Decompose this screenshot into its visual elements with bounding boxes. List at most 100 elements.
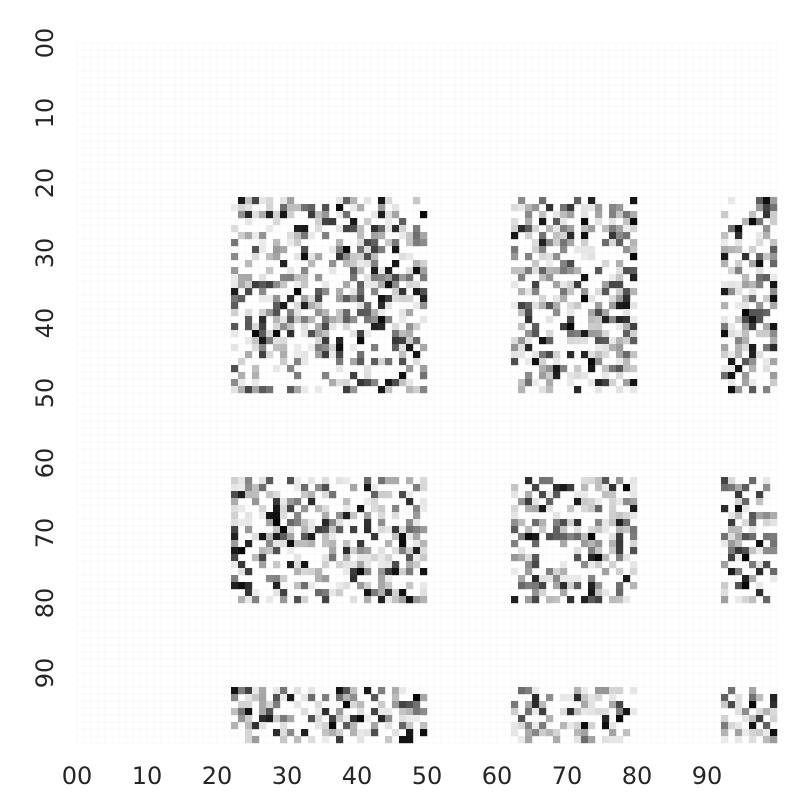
heatmap-cell [553, 281, 561, 289]
heatmap-cell [322, 309, 330, 317]
heatmap-cell [630, 337, 638, 345]
heatmap-cell [350, 197, 358, 205]
heatmap-cell [378, 519, 386, 527]
heatmap-cell [546, 274, 554, 282]
heatmap-cell [420, 372, 428, 380]
heatmap-cell [308, 519, 316, 527]
heatmap-cell [602, 736, 610, 744]
heatmap-cell [525, 526, 533, 534]
heatmap-cell [294, 232, 302, 240]
heatmap-cell [245, 589, 253, 597]
heatmap-cell [756, 561, 764, 569]
heatmap-cell [245, 491, 253, 499]
heatmap-cell [336, 582, 344, 590]
heatmap-cell [385, 568, 393, 576]
heatmap-cell [252, 498, 260, 506]
heatmap-cell [378, 267, 386, 275]
heatmap-cell [322, 337, 330, 345]
heatmap-cell [588, 526, 596, 534]
heatmap-cell [581, 491, 589, 499]
heatmap-cell [525, 491, 533, 499]
heatmap-cell [588, 589, 596, 597]
heatmap-cell [273, 533, 281, 541]
heatmap-cell [756, 498, 764, 506]
heatmap-cell [378, 281, 386, 289]
heatmap-cell [623, 225, 631, 233]
heatmap-cell [595, 477, 603, 485]
heatmap-cell [252, 197, 260, 205]
heatmap-cell [343, 582, 351, 590]
heatmap-cell [280, 589, 288, 597]
heatmap-cell [350, 204, 358, 212]
heatmap-cell [539, 729, 547, 737]
heatmap-cell [749, 687, 757, 695]
heatmap-cell [413, 337, 421, 345]
heatmap-cell [385, 274, 393, 282]
heatmap-cell [322, 575, 330, 583]
heatmap-cell [560, 288, 568, 296]
heatmap-cell [721, 729, 729, 737]
heatmap-cell [329, 316, 337, 324]
heatmap-cell [322, 218, 330, 226]
heatmap-cell [770, 337, 778, 345]
heatmap-cell [721, 253, 729, 261]
heatmap-cell [721, 323, 729, 331]
heatmap-cell [420, 505, 428, 513]
heatmap-cell [532, 281, 540, 289]
heatmap-cell [560, 540, 568, 548]
heatmap-cell [721, 211, 729, 219]
heatmap-cell [231, 491, 239, 499]
heatmap-cell [553, 309, 561, 317]
heatmap-cell [357, 232, 365, 240]
heatmap-cell [273, 309, 281, 317]
heatmap-cell [308, 694, 316, 702]
heatmap-cell [749, 722, 757, 730]
heatmap-cell [595, 337, 603, 345]
heatmap-cell [266, 512, 274, 520]
heatmap-cell [413, 519, 421, 527]
heatmap-cell [385, 358, 393, 366]
heatmap-cell [749, 575, 757, 583]
heatmap-cell [560, 484, 568, 492]
heatmap-cell [595, 694, 603, 702]
heatmap-cell [231, 498, 239, 506]
heatmap-cell [280, 197, 288, 205]
heatmap-cell [532, 708, 540, 716]
heatmap-cell [322, 540, 330, 548]
heatmap-cell [525, 302, 533, 310]
heatmap-cell [245, 687, 253, 695]
x-tick-label: 90 [692, 762, 723, 790]
heatmap-cell [546, 225, 554, 233]
heatmap-cell [322, 484, 330, 492]
heatmap-cell [742, 708, 750, 716]
heatmap-cell [301, 729, 309, 737]
heatmap-cell [518, 519, 526, 527]
heatmap-cell [238, 197, 246, 205]
heatmap-cell [259, 715, 267, 723]
heatmap-cell [756, 582, 764, 590]
heatmap-cell [525, 211, 533, 219]
heatmap-cell [770, 533, 778, 541]
heatmap-cell [378, 225, 386, 233]
heatmap-cell [721, 316, 729, 324]
heatmap-cell [315, 526, 323, 534]
heatmap-cell [553, 575, 561, 583]
heatmap-cell [735, 491, 743, 499]
heatmap-cell [616, 568, 624, 576]
heatmap-cell [756, 708, 764, 716]
heatmap-cell [406, 561, 414, 569]
x-tick-label: 20 [202, 762, 233, 790]
heatmap-cell [616, 708, 624, 716]
heatmap-cell [413, 505, 421, 513]
heatmap-cell [343, 722, 351, 730]
heatmap-cell [616, 295, 624, 303]
heatmap-cell [742, 253, 750, 261]
heatmap-cell [329, 218, 337, 226]
heatmap-cell [315, 225, 323, 233]
heatmap-cell [406, 344, 414, 352]
heatmap-cell [581, 351, 589, 359]
heatmap-cell [574, 498, 582, 506]
heatmap-cell [616, 526, 624, 534]
heatmap-cell [721, 239, 729, 247]
heatmap-cell [623, 512, 631, 520]
